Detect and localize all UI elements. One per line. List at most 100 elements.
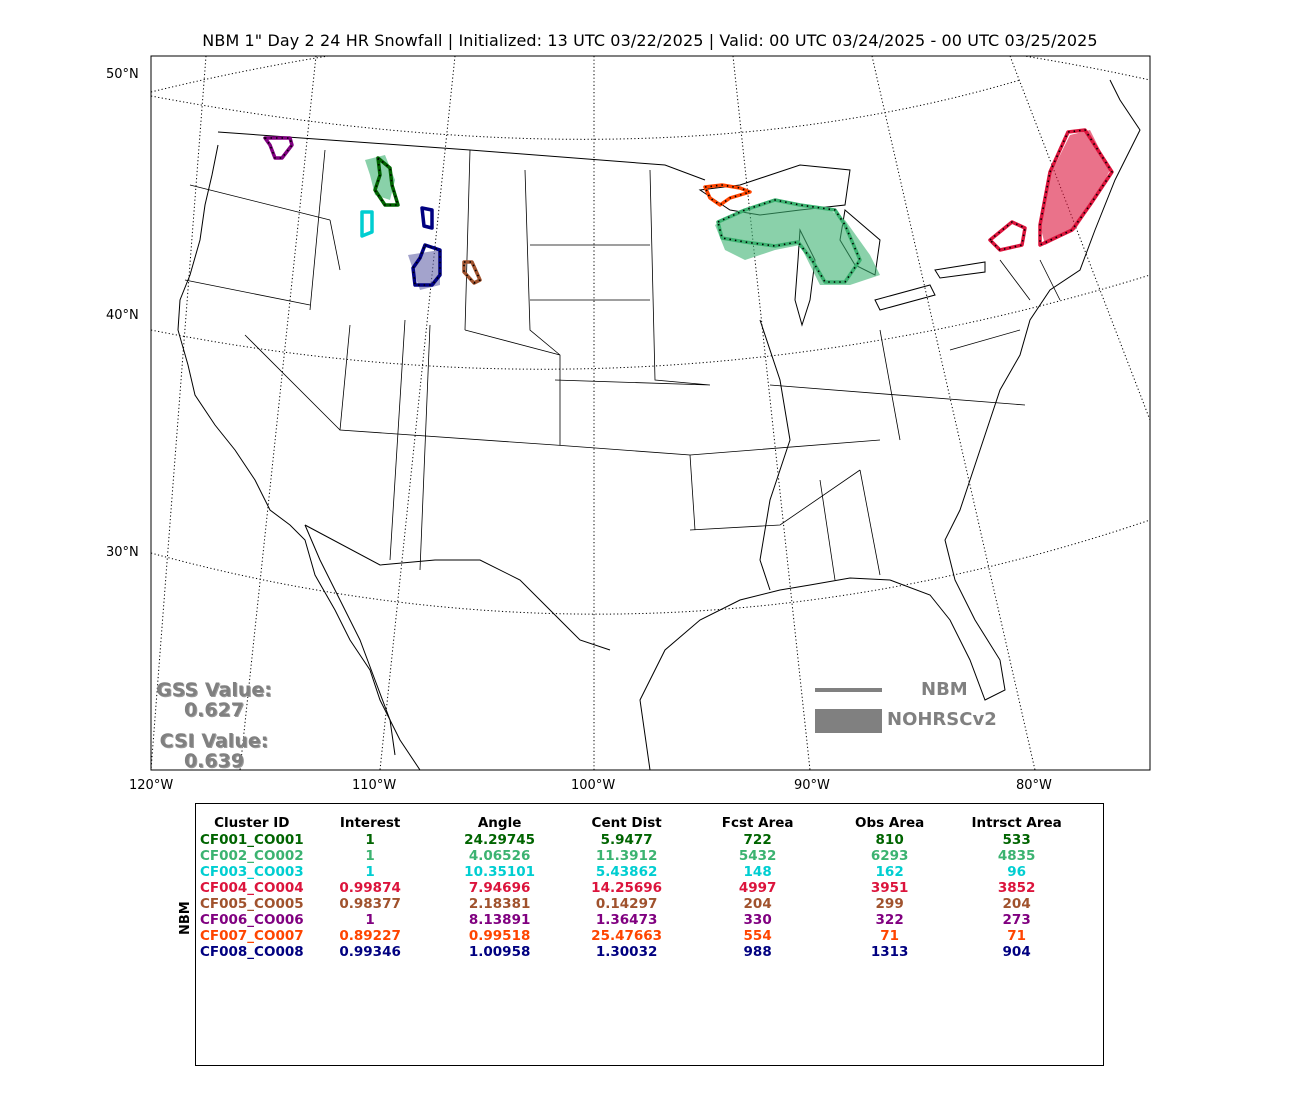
stats-table: Cluster ID Interest Angle Cent Dist Fcst… (200, 814, 1213, 960)
cell-intrsct-area: 533 (1002, 832, 1031, 848)
cell-intrsct-area: 96 (1007, 864, 1027, 880)
parallel-45n (151, 79, 1021, 140)
cell-obs-area: 299 (875, 896, 904, 912)
cell-obs-area: 162 (875, 864, 904, 880)
header-intrsct-area: Intrsct Area (971, 815, 1062, 831)
cell-fcst-area: 722 (743, 832, 772, 848)
gulf-coastline (639, 577, 891, 770)
lat-label-30n: 30°N (106, 545, 139, 560)
cell-cent-dist: 1.30032 (595, 944, 658, 960)
meridian-110w (379, 56, 456, 770)
cell-angle: 0.99518 (468, 928, 531, 944)
fcst-cf006 (263, 136, 294, 160)
table-row: CF003_CO003 1 10.35101 5.43862 148 162 96 (200, 864, 1213, 880)
cell-obs-area: 810 (875, 832, 904, 848)
map-frame (150, 55, 1151, 771)
map-canvas (150, 55, 1151, 771)
cell-obs-area: 322 (875, 912, 904, 928)
fcst-cf003 (360, 210, 374, 238)
cell-cluster-id: CF006_CO006 (200, 912, 304, 928)
legend-nbm-label: NBM (921, 679, 968, 700)
meridian-80w (1009, 56, 1150, 421)
header-interest: Interest (339, 815, 401, 831)
lon-label-120w: 120°W (129, 778, 174, 793)
stats-table-frame (195, 803, 1104, 1066)
lat-label-50n: 50°N (106, 67, 139, 82)
cell-intrsct-area: 273 (1002, 912, 1031, 928)
cell-interest: 1 (365, 832, 375, 848)
mexico-border (304, 524, 611, 651)
lake-ontario (934, 261, 986, 279)
table-header-row: Cluster ID Interest Angle Cent Dist Fcst… (200, 814, 1213, 832)
table-row: CF008_CO008 0.99346 1.00958 1.30032 988 1313 9… (200, 944, 1213, 960)
table-row: CF004_CO004 0.99874 7.94696 14.25696 4997 395… (200, 880, 1213, 896)
cell-fcst-area: 4997 (738, 880, 777, 896)
cell-cent-dist: 1.36473 (595, 912, 658, 928)
cell-interest: 0.99874 (339, 880, 401, 896)
cell-obs-area: 71 (880, 928, 900, 944)
fcst-cf001 (373, 156, 400, 207)
cell-cent-dist: 5.9477 (600, 832, 653, 848)
cell-fcst-area: 5432 (738, 848, 777, 864)
boundaries (177, 79, 1141, 770)
baja-coast (304, 524, 396, 756)
lake-erie (874, 284, 936, 311)
cell-angle: 1.00958 (468, 944, 531, 960)
header-angle: Angle (477, 815, 522, 831)
legend-nohrsc-patch (815, 709, 882, 733)
cell-obs-area: 6293 (870, 848, 909, 864)
cell-angle: 7.94696 (468, 880, 531, 896)
cell-intrsct-area: 71 (1007, 928, 1027, 944)
lat-label-40n: 40°N (106, 308, 139, 323)
mississippi-river (759, 319, 791, 591)
table-row: CF006_CO006 1 8.13891 1.36473 330 322 273 (200, 912, 1213, 928)
cell-interest: 1 (365, 848, 375, 864)
fcst-cf008a (420, 206, 434, 230)
cell-interest: 1 (365, 912, 375, 928)
table-row: CF005_CO005 0.98377 2.18381 0.14297 204 299 20… (200, 896, 1213, 912)
lon-label-80w: 80°W (1016, 778, 1052, 793)
cell-fcst-area: 148 (743, 864, 772, 880)
table-row: CF007_CO007 0.89227 0.99518 25.47663 554 71 71 (200, 928, 1213, 944)
gss-label: GSS Value: (156, 679, 272, 701)
cell-intrsct-area: 204 (1002, 896, 1031, 912)
csi-value: 0.639 (183, 750, 245, 772)
cell-fcst-area: 330 (743, 912, 772, 928)
legend-nohrsc-label: NOHRSCv2 (887, 709, 997, 730)
obs-cf004 (1040, 130, 1110, 245)
cell-interest: 0.99346 (339, 944, 401, 960)
cell-cluster-id: CF008_CO008 (200, 944, 304, 960)
cell-intrsct-area: 3852 (997, 880, 1036, 896)
cell-cent-dist: 14.25696 (591, 880, 663, 896)
csi-label: CSI Value: (159, 730, 269, 752)
cell-cent-dist: 0.14297 (595, 896, 658, 912)
lon-label-90w: 90°W (794, 778, 830, 793)
header-fcst-area: Fcst Area (721, 815, 794, 831)
atlantic-coastline (889, 79, 1141, 701)
cell-interest: 0.89227 (339, 928, 401, 944)
graticule (151, 56, 1150, 770)
obs-cf008 (408, 250, 440, 290)
cell-intrsct-area: 904 (1002, 944, 1031, 960)
cell-angle: 4.06526 (468, 848, 531, 864)
header-cluster-id: Cluster ID (214, 815, 290, 831)
state-lines (184, 149, 1061, 581)
lon-label-110w: 110°W (352, 778, 397, 793)
table-side-label: NBM (178, 901, 193, 935)
meridian-120w (151, 56, 207, 770)
cell-angle: 2.18381 (468, 896, 531, 912)
pacific-coastline (177, 144, 421, 770)
table-row: CF002_CO002 1 4.06526 11.3912 5432 6293 4835 (200, 848, 1213, 864)
cell-cluster-id: CF002_CO002 (200, 848, 304, 864)
cell-obs-area: 3951 (870, 880, 909, 896)
gss-value: 0.627 (183, 699, 245, 721)
outline-dots (263, 129, 1113, 286)
cell-cent-dist: 11.3912 (595, 848, 658, 864)
parallel-30n (151, 519, 1150, 615)
cell-cluster-id: CF004_CO004 (200, 880, 304, 896)
parallel-50n (151, 56, 1150, 93)
cell-fcst-area: 204 (743, 896, 772, 912)
chart-title: NBM 1" Day 2 24 HR Snowfall | Initialize… (202, 31, 1098, 50)
canada-border (217, 131, 706, 181)
fcst-cf004a (988, 220, 1027, 252)
